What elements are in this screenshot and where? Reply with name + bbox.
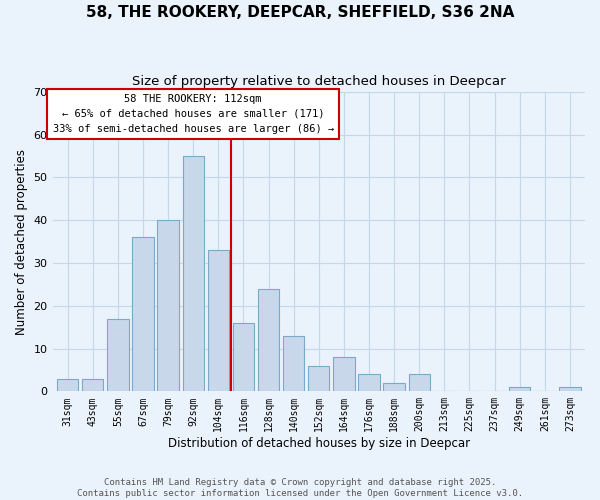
Text: 58, THE ROOKERY, DEEPCAR, SHEFFIELD, S36 2NA: 58, THE ROOKERY, DEEPCAR, SHEFFIELD, S36…: [86, 5, 514, 20]
Text: Contains HM Land Registry data © Crown copyright and database right 2025.
Contai: Contains HM Land Registry data © Crown c…: [77, 478, 523, 498]
Text: 58 THE ROOKERY: 112sqm
← 65% of detached houses are smaller (171)
33% of semi-de: 58 THE ROOKERY: 112sqm ← 65% of detached…: [53, 94, 334, 134]
Bar: [333, 357, 355, 392]
Bar: [409, 374, 430, 392]
Bar: [132, 238, 154, 392]
Bar: [358, 374, 380, 392]
Bar: [107, 318, 128, 392]
Bar: [82, 378, 103, 392]
Bar: [258, 288, 279, 392]
Bar: [157, 220, 179, 392]
Bar: [509, 387, 530, 392]
Title: Size of property relative to detached houses in Deepcar: Size of property relative to detached ho…: [132, 75, 506, 88]
Bar: [233, 323, 254, 392]
Bar: [182, 156, 204, 392]
Bar: [208, 250, 229, 392]
Bar: [283, 336, 304, 392]
Bar: [559, 387, 581, 392]
Bar: [57, 378, 78, 392]
Bar: [383, 383, 405, 392]
X-axis label: Distribution of detached houses by size in Deepcar: Distribution of detached houses by size …: [168, 437, 470, 450]
Bar: [308, 366, 329, 392]
Y-axis label: Number of detached properties: Number of detached properties: [15, 148, 28, 334]
